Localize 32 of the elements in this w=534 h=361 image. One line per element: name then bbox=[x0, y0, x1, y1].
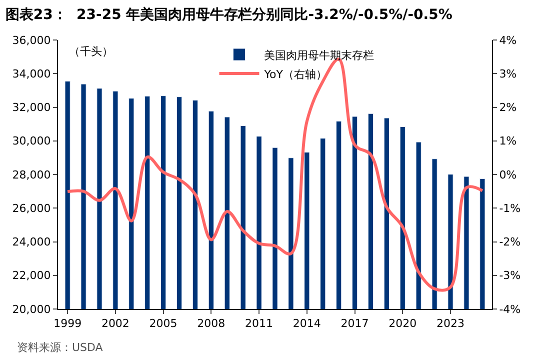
y-tick-label: 32,000 bbox=[12, 101, 51, 114]
x-tick-label: 2020 bbox=[388, 317, 417, 330]
y2-tick-label: 3% bbox=[499, 67, 517, 80]
legend-label: 美国肉用母牛期末存栏 bbox=[264, 48, 374, 62]
x-tick-label: 2011 bbox=[245, 317, 274, 330]
x-tick-label: 2005 bbox=[149, 317, 178, 330]
y2-tick-label: -1% bbox=[499, 202, 521, 215]
y2-tick-label: -2% bbox=[499, 236, 521, 249]
y2-tick-label: 1% bbox=[499, 134, 517, 148]
y-tick-label: 30,000 bbox=[12, 134, 51, 148]
y-tick-label: 28,000 bbox=[12, 168, 51, 182]
x-tick-label: 2017 bbox=[340, 317, 369, 330]
y-tick-label: 34,000 bbox=[12, 67, 51, 80]
y-tick-label: 20,000 bbox=[12, 302, 51, 316]
x-tick-label: 2008 bbox=[197, 317, 226, 330]
y2-tick-label: -4% bbox=[499, 302, 521, 316]
y-tick-label: 26,000 bbox=[12, 202, 51, 215]
text: 资料来源：USDA bbox=[17, 341, 104, 354]
y2-tick-label: 0% bbox=[499, 168, 517, 182]
x-tick-label: 1999 bbox=[54, 317, 82, 330]
x-tick-label: 2002 bbox=[101, 317, 130, 330]
y2-tick-label: 2% bbox=[499, 101, 517, 114]
y-tick-label: 24,000 bbox=[12, 236, 51, 249]
x-tick-label: 2023 bbox=[436, 317, 465, 330]
y2-tick-label: 4% bbox=[499, 34, 517, 47]
y-axis-title: （千头） bbox=[69, 45, 113, 58]
x-tick-label: 2014 bbox=[292, 317, 321, 330]
chart-title: 图表23： 23-25 年美国肉用母牛存栏分别同比-3.2%/-0.5%/-0.5% bbox=[5, 6, 452, 23]
y-tick-label: 22,000 bbox=[12, 269, 51, 282]
legend-label: YoY（右轴） bbox=[263, 68, 327, 81]
y2-tick-label: -3% bbox=[499, 269, 521, 282]
y-tick-label: 36,000 bbox=[12, 34, 51, 47]
